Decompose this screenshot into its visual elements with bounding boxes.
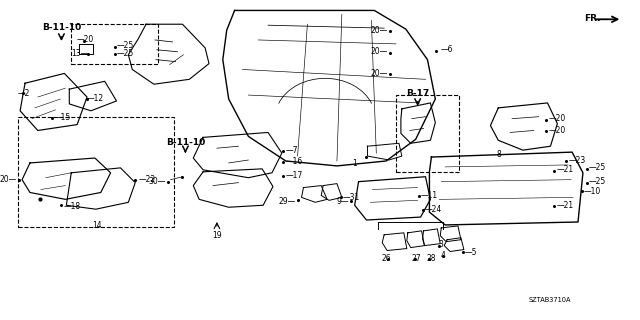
Text: 8: 8: [497, 149, 502, 159]
Bar: [71, 24, 158, 64]
Text: 1—: 1—: [352, 159, 365, 168]
Text: 29—: 29—: [278, 197, 296, 206]
Text: 20—: 20—: [0, 175, 17, 184]
Text: —23: —23: [568, 156, 586, 164]
Text: —25: —25: [116, 49, 134, 58]
Text: —22: —22: [138, 175, 156, 184]
Text: B-11-10: B-11-10: [166, 138, 205, 147]
Text: —16: —16: [286, 157, 303, 166]
Text: B-11-10: B-11-10: [42, 23, 81, 32]
Text: —25: —25: [589, 164, 606, 172]
Text: —25: —25: [116, 41, 134, 50]
Text: 9—: 9—: [336, 197, 349, 206]
Text: —11: —11: [420, 191, 438, 200]
Text: —10: —10: [584, 187, 601, 196]
Text: 14: 14: [92, 221, 102, 230]
Text: 27: 27: [412, 254, 422, 263]
Text: 20—: 20—: [371, 69, 388, 78]
Text: —12: —12: [87, 94, 104, 103]
Text: —7: —7: [286, 146, 298, 155]
Text: —18: —18: [63, 202, 81, 211]
Text: FR.: FR.: [584, 14, 601, 23]
Text: 13—: 13—: [71, 49, 88, 58]
Text: —6: —6: [440, 45, 452, 54]
Text: —21: —21: [556, 165, 573, 174]
Text: —20: —20: [548, 126, 566, 135]
Text: 30—: 30—: [148, 177, 166, 186]
Text: —25: —25: [589, 177, 606, 186]
Text: —20: —20: [76, 36, 93, 44]
Text: —17: —17: [286, 171, 303, 180]
Text: —15: —15: [54, 113, 71, 122]
Text: 28: 28: [427, 254, 436, 263]
Text: SZTAB3710A: SZTAB3710A: [528, 297, 571, 303]
Bar: [18, 117, 173, 227]
Text: 26: 26: [381, 254, 391, 263]
Text: —24: —24: [424, 205, 442, 214]
Text: —31: —31: [343, 193, 360, 202]
Bar: [396, 95, 459, 172]
Text: B-17: B-17: [406, 89, 429, 98]
Text: —2: —2: [17, 89, 29, 98]
Text: 19: 19: [212, 231, 221, 240]
Text: 4: 4: [441, 251, 445, 260]
Text: —20: —20: [548, 114, 566, 123]
Text: —5: —5: [465, 248, 477, 257]
Text: 20—: 20—: [371, 26, 388, 35]
Text: 3: 3: [439, 240, 444, 249]
Text: —21: —21: [556, 201, 573, 210]
Text: 20—: 20—: [371, 47, 388, 56]
